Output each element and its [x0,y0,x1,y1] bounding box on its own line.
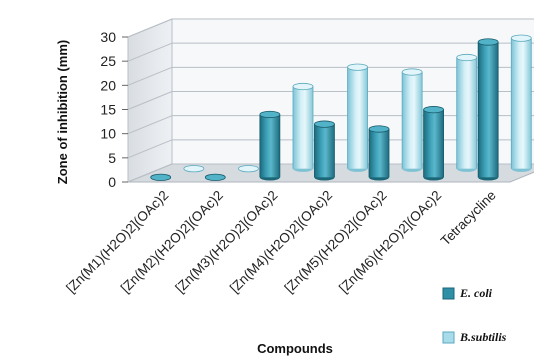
bar-bsubtilis [347,63,368,172]
y-tick-label: 15 [100,102,116,118]
x-tick-label: Tetracycline [438,188,499,249]
bar-ecoli [368,125,390,181]
bar-ecoli [477,38,499,181]
bar-ecoli [423,106,444,181]
x-tick-label: [Zn(M5)(H2O)2](OAc)2 [281,188,389,296]
legend-item: B.subtilis [442,330,507,344]
x-tick-label: [Zn(M6)(H2O)2](OAc)2 [336,188,444,296]
x-tick-label: [Zn(M3)(H2O)2](OAc)2 [172,188,280,296]
bar-ecoli [150,173,172,181]
legend-swatch [442,287,455,300]
y-tick-label: 25 [100,53,116,69]
bar-bsubtilis [183,165,205,173]
gridline-side [127,115,173,135]
y-axis-ticks: 0 5 10 15 20 25 30 [100,29,128,190]
y-tick-label: 5 [108,150,116,166]
gridline-side [127,18,173,38]
y-tick-label: 0 [108,174,116,190]
bar-bsubtilis [456,53,478,172]
bars [150,34,532,181]
gridline-side [127,42,173,62]
y-axis-title: Zone of inhibition (mm) [55,40,70,184]
bar-bsubtilis [401,68,423,172]
legend-label: E. coli [459,286,493,300]
bar-ecoli [259,110,281,181]
legend-item: E. coli [442,286,493,300]
x-axis-ticks: [Zn(M1)(H2O)2](OAc)2[Zn(M2)(H2O)2](OAc)2… [63,188,499,296]
legend: E. coli B.subtilis [442,286,507,344]
x-axis-title: Compounds [257,341,333,356]
x-tick-label: [Zn(M1)(H2O)2](OAc)2 [63,188,171,296]
gridline-side [127,163,173,183]
bar-ecoli [204,173,226,181]
gridline-side [127,139,173,159]
y-tick-label: 30 [100,29,116,45]
x-tick-label: [Zn(M2)(H2O)2](OAc)2 [118,188,226,296]
legend-swatch [442,331,455,344]
legend-label: B.subtilis [459,330,507,344]
bar-bsubtilis [238,165,259,173]
bar-ecoli [314,120,335,181]
gridline-side [127,91,173,110]
x-tick-label: [Zn(M4)(H2O)2](OAc)2 [227,188,335,296]
bar-bsubtilis [510,34,532,172]
y-tick-label: 10 [100,126,116,142]
gridline-side [127,66,173,86]
y-tick-label: 20 [100,77,116,93]
bar-bsubtilis [292,82,314,172]
